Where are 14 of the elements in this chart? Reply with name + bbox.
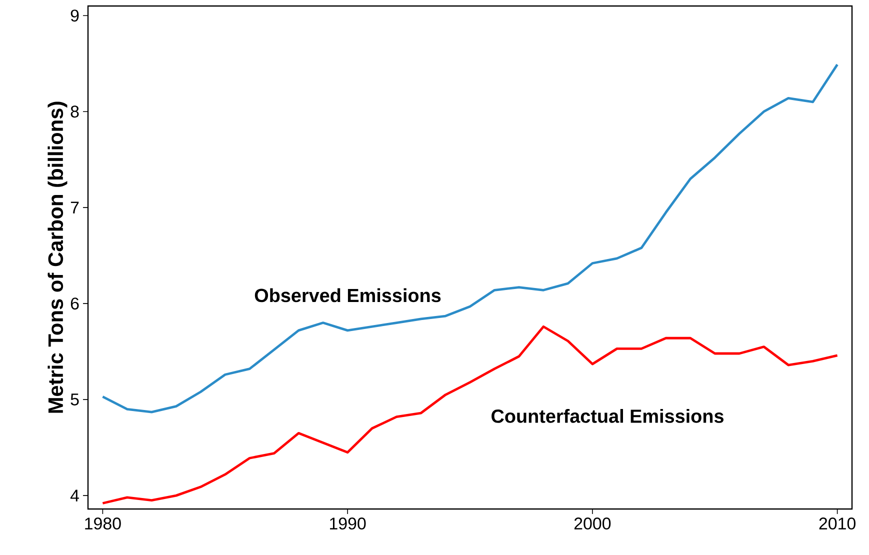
series-label: Observed Emissions bbox=[254, 288, 441, 302]
x-tick-label: 2000 bbox=[574, 518, 611, 530]
y-tick-label: 6 bbox=[70, 298, 79, 310]
x-tick-label: 1990 bbox=[330, 518, 366, 530]
y-tick-label: 8 bbox=[70, 106, 79, 118]
series-label: Counterfactual Emissions bbox=[492, 408, 724, 423]
y-tick-label: 5 bbox=[70, 394, 79, 406]
x-tick-label: 2010 bbox=[819, 518, 856, 530]
y-axis-title: Metric Tons of Carbon (billions) bbox=[48, 102, 68, 413]
line-series bbox=[101, 325, 839, 504]
y-tick-label: 7 bbox=[70, 202, 79, 214]
y-tick-label: 4 bbox=[70, 490, 79, 502]
x-tick-label: 1980 bbox=[85, 518, 121, 530]
y-tick-label: 9 bbox=[70, 10, 79, 22]
